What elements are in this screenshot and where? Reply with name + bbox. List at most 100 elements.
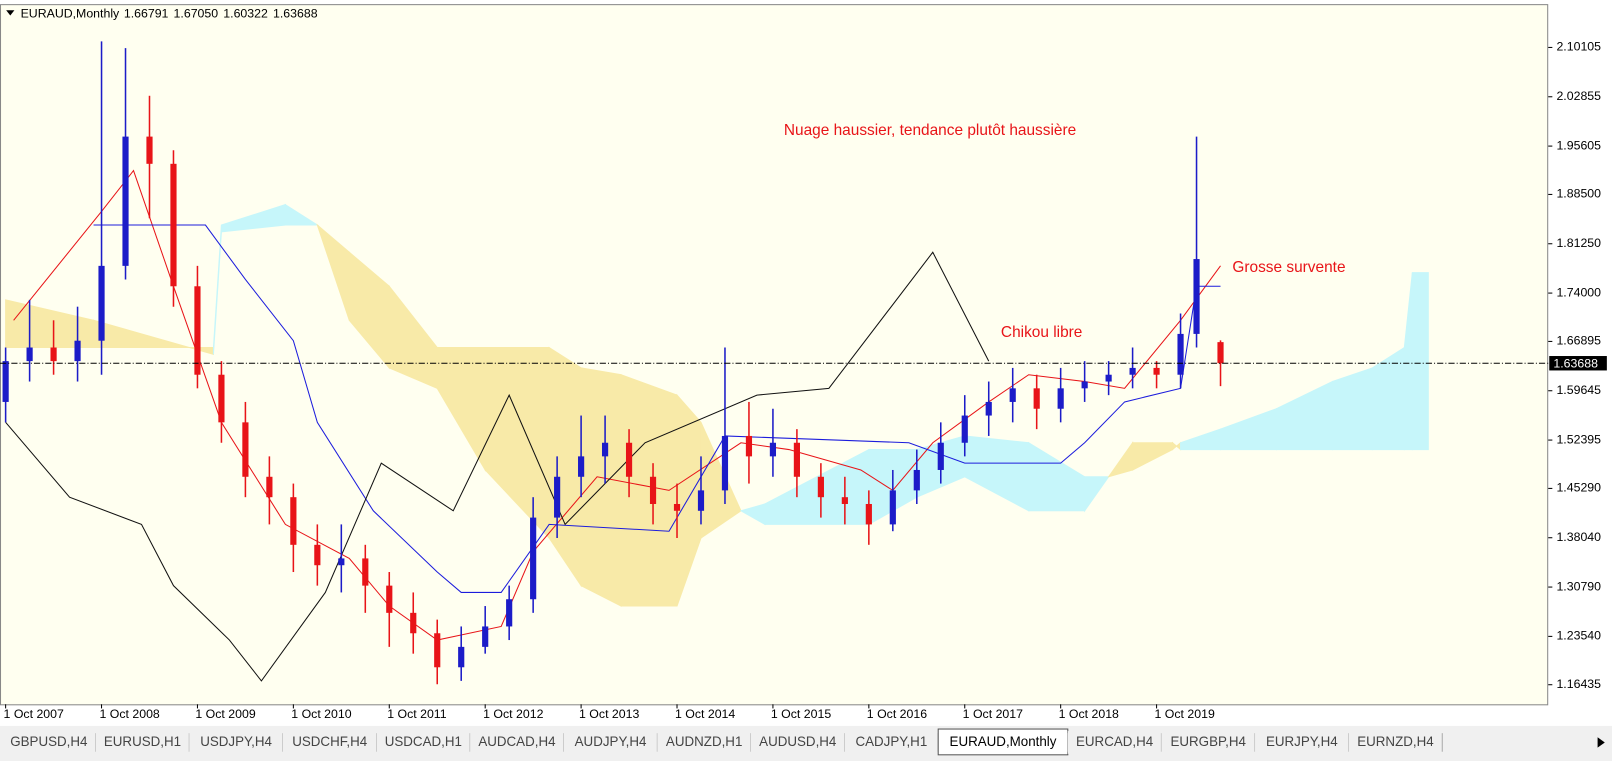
tab[interactable]: EURGBP,H4	[1161, 731, 1256, 754]
tab[interactable]: EURAUD,Monthly	[937, 728, 1069, 756]
tab-label: USDCHF,H4	[292, 734, 368, 749]
tab-background	[376, 731, 471, 754]
cloud-segment	[1331, 367, 1373, 451]
tab-background	[844, 731, 939, 754]
annotation: Chikou libre	[1001, 324, 1082, 341]
tab-label: EURAUD,Monthly	[950, 734, 1057, 749]
candle-body	[1217, 342, 1224, 364]
candle-body	[1193, 259, 1200, 334]
candle-body	[530, 517, 537, 600]
tab-label: AUDCAD,H4	[478, 734, 556, 749]
candle-body	[170, 163, 177, 287]
x-tick-label: 1 Oct 2017	[963, 707, 1023, 721]
header-symbol: EURAUD,Monthly	[21, 7, 120, 21]
tab-background	[95, 731, 190, 754]
candle-body	[314, 544, 321, 566]
tab[interactable]: EURUSD,H1	[95, 731, 190, 754]
tab[interactable]: AUDUSD,H4	[750, 731, 846, 754]
tab-label: EURGBP,H4	[1170, 734, 1246, 749]
tab-label: CADJPY,H1	[855, 734, 927, 749]
x-tick-label: 1 Oct 2016	[867, 707, 927, 721]
cloud-segment	[1084, 476, 1110, 513]
candle-body	[865, 503, 872, 525]
y-tick-label: 1.38040	[1556, 530, 1601, 544]
candle-body	[458, 646, 465, 668]
candle-body	[601, 442, 609, 457]
tab-scroll-arrow[interactable]	[1597, 737, 1605, 748]
candle-body	[98, 265, 105, 341]
candle-body	[50, 347, 57, 362]
candle-body	[697, 490, 705, 511]
candle-body	[554, 476, 561, 518]
candle-body	[1081, 381, 1088, 389]
x-tick-label: 1 Oct 2010	[291, 707, 351, 721]
candle-body	[1057, 388, 1064, 409]
candle-body	[673, 503, 681, 511]
cloud-segment	[284, 203, 320, 226]
y-tick-label: 1.23540	[1556, 629, 1601, 643]
x-tick-label: 1 Oct 2015	[771, 707, 831, 721]
y-tick-label: 1.95605	[1556, 138, 1601, 152]
tab-label: AUDJPY,H4	[575, 734, 647, 749]
layers	[2, 41, 1429, 685]
tab[interactable]: GBPUSD,H4	[2, 731, 97, 754]
last-price-box	[1549, 356, 1607, 371]
candle-body	[937, 442, 944, 470]
x-tick-label: 1 Oct 2009	[195, 707, 255, 721]
tab[interactable]: AUDNZD,H1	[657, 731, 752, 754]
tab[interactable]: EURNZD,H4	[1348, 731, 1443, 754]
candle-body	[1105, 374, 1112, 382]
cloud-segment	[1411, 272, 1429, 451]
tab[interactable]: AUDCAD,H4	[470, 731, 565, 754]
tab-label: EURCAD,H4	[1076, 734, 1154, 749]
candle-body	[1153, 367, 1160, 375]
x-tick-label: 1 Oct 2007	[4, 707, 64, 721]
tab[interactable]: USDCAD,H1	[376, 731, 471, 754]
tab-background	[1255, 731, 1349, 754]
y-tick-label: 1.81250	[1556, 236, 1601, 250]
y-tick-label: 1.45290	[1556, 481, 1601, 495]
candle-body	[506, 599, 513, 627]
candle-body	[2, 361, 9, 402]
tab-background	[282, 731, 377, 754]
y-tick-label: 1.88500	[1556, 187, 1601, 201]
candle-body	[194, 286, 201, 375]
tab[interactable]: EURCAD,H4	[1067, 731, 1162, 754]
candle-body	[1009, 388, 1016, 402]
annotation: Nuage haussier, tendance plutôt haussièr…	[784, 122, 1076, 139]
tab-label: AUDNZD,H1	[666, 734, 742, 749]
tab[interactable]: CADJPY,H1	[844, 731, 939, 754]
y-tick-label: 2.02855	[1556, 89, 1601, 103]
candle-body	[1129, 367, 1136, 375]
tab-background	[1161, 731, 1256, 754]
tab-background	[1067, 731, 1162, 754]
x-tick-label: 1 Oct 2008	[99, 707, 159, 721]
tab[interactable]: USDJPY,H4	[189, 731, 284, 754]
y-tick-label: 1.52395	[1556, 432, 1601, 446]
candle-body	[793, 442, 800, 477]
tab[interactable]: AUDJPY,H4	[563, 731, 658, 754]
tab-background	[750, 731, 845, 754]
x-tick-label: 1 Oct 2013	[579, 707, 639, 721]
candle-body	[985, 401, 992, 416]
y-tick-label: 1.16435	[1556, 677, 1601, 691]
tab[interactable]: EURJPY,H4	[1255, 731, 1350, 754]
tab-label: EURJPY,H4	[1266, 734, 1338, 749]
tab-label: EURUSD,H1	[104, 734, 181, 749]
x-tick-label: 1 Oct 2014	[675, 707, 735, 721]
candle-body	[482, 626, 489, 647]
tab[interactable]: USDCHF,H4	[282, 731, 378, 754]
tab-background	[563, 731, 658, 754]
plot-area	[0, 4, 1549, 706]
candle-body	[362, 558, 369, 586]
candle-body	[721, 435, 729, 491]
candle-body	[122, 136, 129, 266]
menu-arrow[interactable]	[6, 10, 15, 16]
candle-body	[1177, 333, 1184, 375]
header-value: 1.67050	[174, 7, 219, 21]
candle-body	[889, 490, 896, 525]
candle-body	[1033, 388, 1040, 409]
tab-background	[189, 731, 283, 754]
